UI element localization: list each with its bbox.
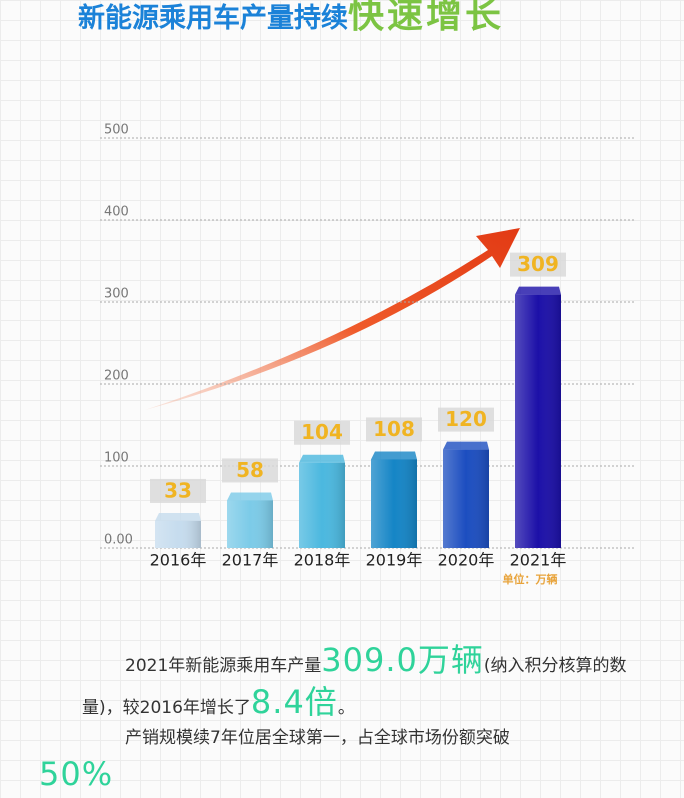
bar-shade [299,462,345,548]
y-tick-label: 500 [104,123,129,138]
x-tick-label: 2019年 [366,551,423,570]
bar-top [227,492,273,501]
y-tick-label: 400 [104,205,129,220]
value-label: 58 [236,458,264,482]
y-tick-label: 200 [104,369,129,384]
value-label-box [222,458,278,483]
x-tick-label: 2021年 [510,551,567,570]
highlight: 50% [39,755,114,793]
title: 新能源乘用车产量持续快速增长 [78,0,504,38]
y-tick-label: 100 [104,451,129,466]
value-label-box [366,417,422,442]
bar-top [515,286,561,295]
unit-label: 单位：万辆 [503,572,558,586]
x-tick-label: 2020年 [438,551,495,570]
x-tick-label: 2016年 [150,551,207,570]
value-label: 104 [301,420,343,444]
value-label: 108 [373,417,415,441]
value-label: 33 [164,478,192,502]
text: (纳入积分核算的数量)，较2016年增长了 [82,656,627,718]
paragraph-1: 2021年新能源乘用车产量309.0万辆(纳入积分核算的数量)，较2016年增长… [82,642,630,726]
bar-top [371,451,417,460]
title-blue: 新能源乘用车产量持续 [78,3,348,34]
bar-shade [155,520,201,548]
trend-arrow [145,228,520,410]
paragraph-2: 产销规模续7年位居全球第一，占全球市场份额突破 50% [39,720,630,798]
value-label: 309 [517,252,559,276]
chart: 0.00 100 200 300 400 500 2016年 33 2017年 58 2018年 10… [100,123,635,586]
text: 2021年新能源乘用车产量 [125,656,322,676]
bar-top [443,441,489,450]
value-label-box [438,407,494,432]
title-green: 快速增长 [348,0,505,36]
value-label-box [294,420,350,445]
value-label-box [150,478,206,503]
value-label-box [510,252,566,277]
y-tick-label: 300 [104,287,129,302]
bar-top [155,512,201,521]
text: 。 [337,698,355,718]
value-label: 120 [445,407,487,431]
bar-shade [443,449,489,548]
bar-top [299,454,345,463]
bar-shade [515,294,561,548]
highlight: 309.0万辆 [321,641,484,679]
highlight: 8.4倍 [250,683,338,721]
y-tick-label: 0.00 [104,533,133,548]
bar-shade [227,500,273,548]
x-tick-label: 2017年 [222,551,279,570]
bar-shade [371,459,417,548]
text: 产销规模续7年位居全球第一，占全球市场份额突破 [125,728,510,748]
x-tick-label: 2018年 [294,551,351,570]
